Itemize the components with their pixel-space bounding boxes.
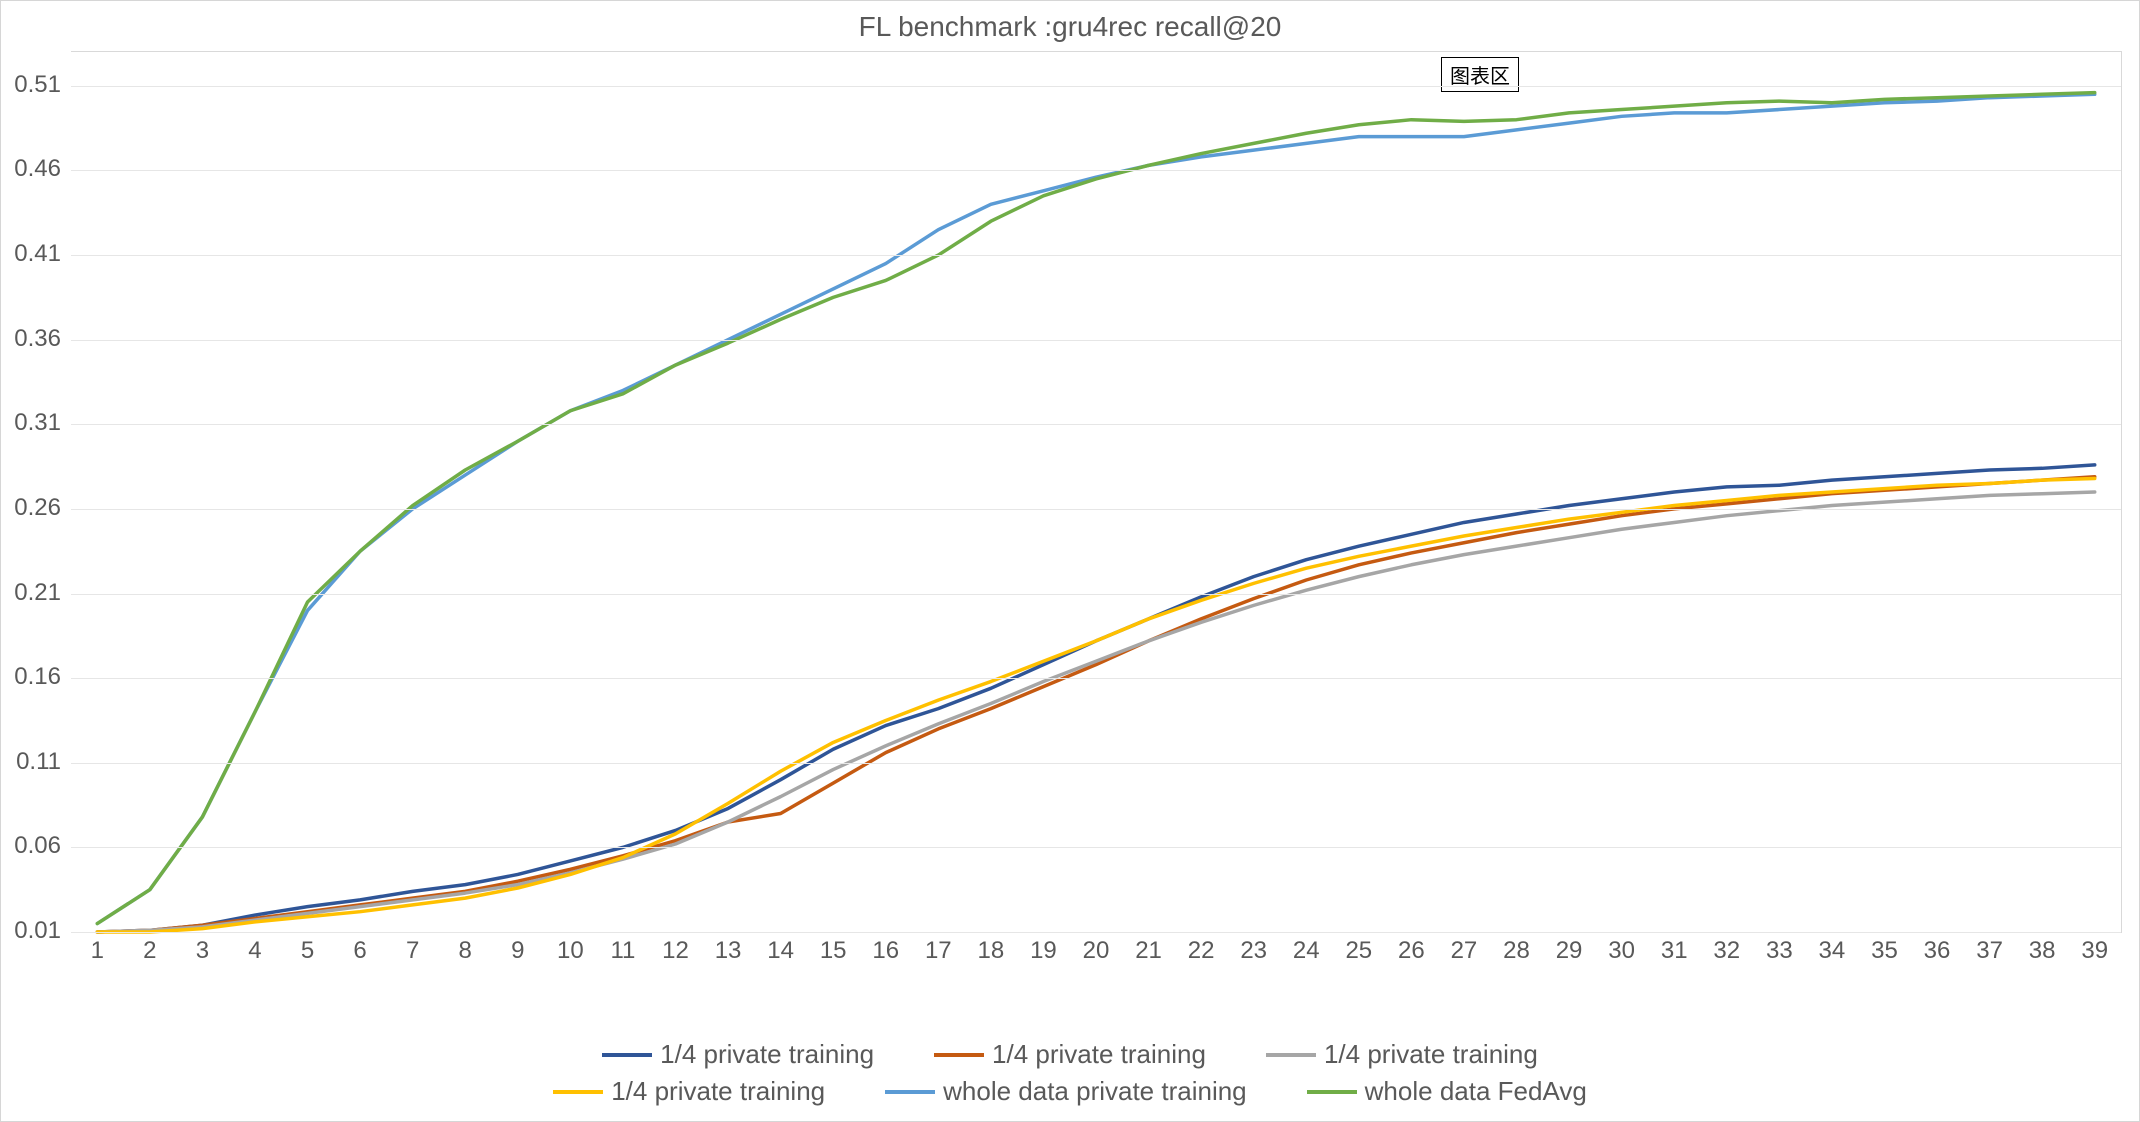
lines-svg (71, 52, 2121, 932)
legend: 1/4 private training 1/4 private training… (1, 1039, 2139, 1107)
x-tick-label: 17 (925, 937, 952, 965)
y-tick-label: 0.51 (14, 71, 61, 99)
x-tick-label: 28 (1503, 937, 1530, 965)
x-tick-label: 12 (662, 937, 689, 965)
legend-item: 1/4 private training (602, 1039, 874, 1070)
legend-label: 1/4 private training (1324, 1039, 1538, 1070)
y-tick-label: 0.26 (14, 494, 61, 522)
series-line (97, 478, 2094, 932)
series-line (97, 477, 2094, 932)
x-tick-label: 10 (557, 937, 584, 965)
x-tick-label: 27 (1451, 937, 1478, 965)
legend-swatch (602, 1053, 652, 1057)
x-tick-label: 39 (2081, 937, 2108, 965)
legend-label: 1/4 private training (611, 1076, 825, 1107)
x-tick-label: 7 (406, 937, 419, 965)
gridline (71, 594, 2121, 595)
x-tick-label: 4 (248, 937, 261, 965)
gridline (71, 255, 2121, 256)
x-tick-label: 26 (1398, 937, 1425, 965)
x-tick-label: 6 (353, 937, 366, 965)
gridline (71, 847, 2121, 848)
series-line (97, 492, 2094, 932)
y-tick-label: 0.21 (14, 579, 61, 607)
chart-title: FL benchmark :gru4rec recall@20 (1, 11, 2139, 43)
y-tick-label: 0.31 (14, 409, 61, 437)
gridline (71, 932, 2121, 933)
x-tick-label: 2 (143, 937, 156, 965)
y-tick-label: 0.36 (14, 325, 61, 353)
gridline (71, 86, 2121, 87)
gridline (71, 170, 2121, 171)
legend-swatch (1307, 1090, 1357, 1094)
x-tick-label: 11 (610, 937, 635, 965)
legend-item: 1/4 private training (553, 1076, 825, 1107)
y-tick-label: 0.16 (14, 663, 61, 691)
legend-swatch (553, 1090, 603, 1094)
y-tick-label: 0.11 (16, 748, 61, 776)
legend-label: 1/4 private training (992, 1039, 1206, 1070)
x-tick-label: 16 (872, 937, 899, 965)
x-tick-label: 13 (715, 937, 742, 965)
x-tick-label: 5 (301, 937, 314, 965)
gridline (71, 678, 2121, 679)
x-tick-label: 29 (1556, 937, 1583, 965)
x-tick-label: 23 (1240, 937, 1267, 965)
gridline (71, 763, 2121, 764)
legend-item: whole data private training (885, 1076, 1247, 1107)
legend-label: 1/4 private training (660, 1039, 874, 1070)
gridline (71, 340, 2121, 341)
x-tick-label: 18 (978, 937, 1005, 965)
x-tick-label: 32 (1713, 937, 1740, 965)
y-tick-label: 0.01 (14, 917, 61, 945)
x-tick-label: 34 (1819, 937, 1846, 965)
series-line (97, 465, 2094, 932)
x-tick-label: 20 (1083, 937, 1110, 965)
x-tick-label: 8 (459, 937, 472, 965)
x-tick-label: 19 (1030, 937, 1057, 965)
x-tick-label: 1 (91, 937, 104, 965)
legend-item: whole data FedAvg (1307, 1076, 1587, 1107)
x-tick-label: 30 (1608, 937, 1635, 965)
legend-label: whole data private training (943, 1076, 1247, 1107)
chart-container: FL benchmark :gru4rec recall@20 图表区 0.01… (0, 0, 2140, 1122)
y-tick-label: 0.46 (14, 155, 61, 183)
x-tick-label: 31 (1661, 937, 1688, 965)
gridline (71, 509, 2121, 510)
legend-label: whole data FedAvg (1365, 1076, 1587, 1107)
x-tick-label: 37 (1976, 937, 2003, 965)
legend-item: 1/4 private training (934, 1039, 1206, 1070)
x-tick-label: 25 (1345, 937, 1372, 965)
y-axis-ticks: 0.010.060.110.160.210.260.310.360.410.46… (1, 51, 61, 931)
x-tick-label: 24 (1293, 937, 1320, 965)
x-tick-label: 15 (820, 937, 847, 965)
y-tick-label: 0.41 (14, 240, 61, 268)
x-tick-label: 33 (1766, 937, 1793, 965)
x-tick-label: 36 (1924, 937, 1951, 965)
legend-swatch (1266, 1053, 1316, 1057)
x-tick-label: 35 (1871, 937, 1898, 965)
x-tick-label: 3 (196, 937, 209, 965)
x-tick-label: 14 (767, 937, 794, 965)
x-tick-label: 21 (1135, 937, 1162, 965)
legend-swatch (934, 1053, 984, 1057)
y-tick-label: 0.06 (14, 832, 61, 860)
x-tick-label: 9 (511, 937, 524, 965)
x-tick-label: 22 (1188, 937, 1215, 965)
x-axis-ticks: 1234567891011121314151617181920212223242… (71, 937, 2121, 977)
legend-swatch (885, 1090, 935, 1094)
x-tick-label: 38 (2029, 937, 2056, 965)
gridline (71, 424, 2121, 425)
plot-area (71, 51, 2122, 933)
legend-item: 1/4 private training (1266, 1039, 1538, 1070)
